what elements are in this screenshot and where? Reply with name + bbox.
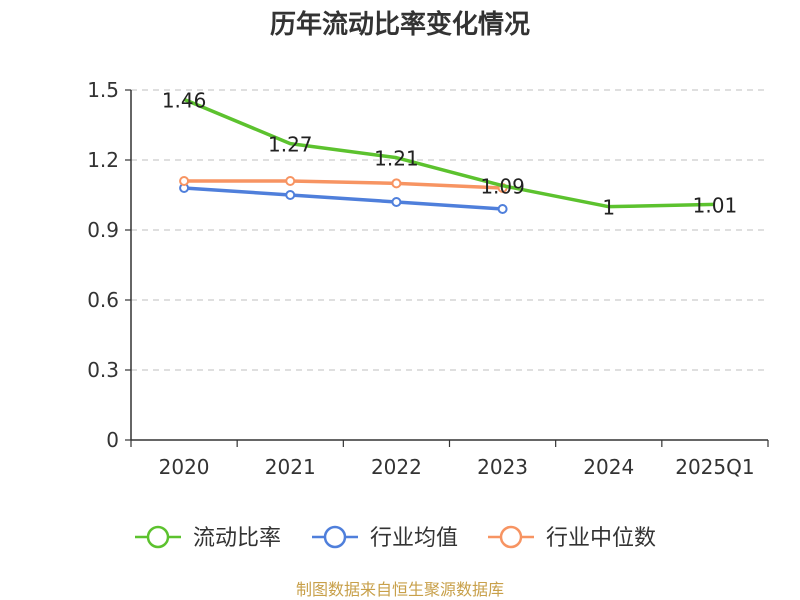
legend-label: 行业均值 (370, 526, 458, 551)
data-label: 1.01 (693, 193, 738, 217)
x-tick-label: 2020 (159, 455, 210, 479)
legend-marker (146, 525, 170, 549)
chart-title: 历年流动比率变化情况 (270, 9, 530, 40)
legend: 流动比率 行业均值 行业中位数 (135, 525, 656, 551)
y-tick-label: 0.3 (87, 358, 119, 382)
y-tick-label: 1.2 (87, 148, 119, 172)
data-label: 1.09 (480, 175, 525, 199)
data-label: 1.21 (374, 147, 419, 171)
source-note: 制图数据来自恒生聚源数据库 (296, 580, 504, 599)
x-tick-label: 2024 (583, 455, 634, 479)
series-point (285, 176, 296, 186)
y-tick-label: 0 (106, 428, 119, 452)
legend-marker (323, 525, 347, 549)
grid-lines (131, 89, 768, 371)
series-point (391, 197, 402, 207)
y-tick-label: 0.6 (87, 288, 119, 312)
legend-label: 流动比率 (193, 526, 281, 551)
series-line-2 (184, 179, 503, 190)
x-tick-label: 2023 (477, 455, 528, 479)
data-label: 1.27 (268, 133, 313, 157)
series-point (497, 204, 508, 214)
series-point (391, 178, 402, 189)
legend-marker (499, 525, 523, 549)
y-tick-label: 0.9 (87, 218, 119, 242)
series-point (285, 190, 296, 200)
data-label: 1.46 (162, 88, 207, 112)
series-layer (179, 97, 715, 214)
series-line-1 (183, 186, 503, 211)
series-line-0 (183, 97, 715, 209)
x-tick-label: 2021 (265, 455, 316, 479)
data-label: 1 (602, 196, 615, 220)
series-point (179, 176, 190, 186)
x-tick-label: 2025Q1 (675, 455, 754, 479)
y-tick-label: 1.5 (87, 78, 119, 102)
x-tick-label: 2022 (371, 455, 422, 479)
data-labels: 1.46 1.27 1.21 1.09 1 1.01 (162, 88, 737, 219)
legend-label: 行业中位数 (546, 526, 656, 551)
axes: 0 0.3 0.6 0.9 1.2 1.5 2020 2021 2022 2023 2024 2025… (87, 78, 769, 479)
